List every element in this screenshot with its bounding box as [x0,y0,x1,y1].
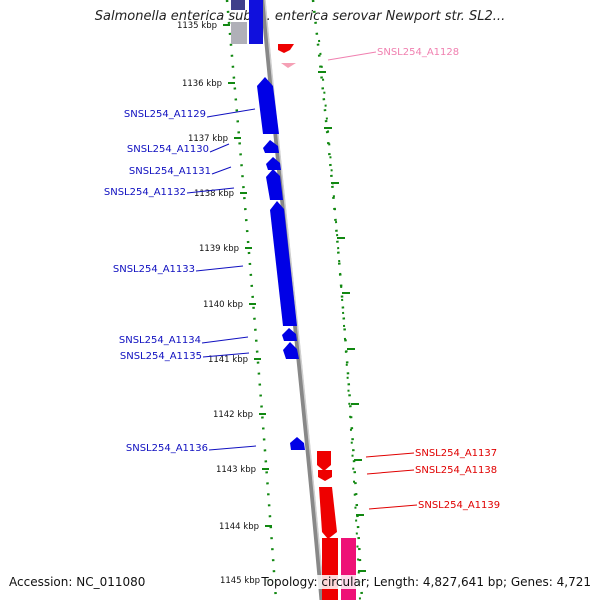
gene-labels: SNSL254_A1129 SNSL254_A1130 SNSL254_A1131 S… [104,47,500,511]
gene-partial-blue[interactable] [249,0,263,44]
right-guide-curve [311,0,364,600]
gene-SNSL254_A1129[interactable] [257,77,279,134]
tick-label: 1140 kbp [203,300,243,310]
gene-label[interactable]: SNSL254_A1133 [113,264,195,275]
gene-partial-grey[interactable] [231,22,247,44]
tick-label: 1141 kbp [208,355,248,365]
gene-label[interactable]: SNSL254_A1129 [124,109,206,120]
gene-SNSL254_A1133[interactable] [270,201,297,326]
gene-partial-magenta[interactable] [341,538,356,600]
label-leader [366,469,415,475]
gene-SNSL254_A1138[interactable] [318,470,332,481]
label-leader [368,504,418,510]
label-leader [209,143,230,153]
label-leader [365,452,415,458]
gene-SNSL254_A1132[interactable] [266,169,283,200]
tick-label: 1138 kbp [194,189,234,199]
gene-label[interactable]: SNSL254_A1137 [415,448,497,459]
gene-SNSL254_A1137[interactable] [317,451,331,471]
gene-SNSL254_A1139[interactable] [319,487,337,539]
tick-label: 1142 kbp [213,410,253,420]
genome-backbone-highlight [264,0,325,600]
label-leader [206,108,256,118]
label-leader [202,352,250,358]
gene-label[interactable]: SNSL254_A1138 [415,465,497,476]
gene-SNSL254_A1130[interactable] [263,140,279,153]
gene-partial-red[interactable] [322,538,338,600]
tick-label: 1144 kbp [219,522,259,532]
gene-SNSL254_A1134[interactable] [282,328,297,341]
label-leader [208,445,257,451]
gene-marker-pink[interactable] [281,63,296,68]
tick-label: 1139 kbp [199,244,239,254]
gene-label[interactable]: SNSL254_A1128 [377,47,459,58]
label-leader [195,265,244,272]
accession-text: Accession: NC_011080 [9,575,146,589]
label-leader [327,51,377,61]
gene-label[interactable]: SNSL254_A1134 [119,335,201,346]
left-guide-curve [225,0,278,600]
gene-label[interactable]: SNSL254_A1139 [418,500,500,511]
topology-text: Topology: circular; Length: 4,827,641 bp… [261,575,591,589]
gene-SNSL254_A1136[interactable] [290,437,305,450]
tick-label: 1143 kbp [216,465,256,475]
label-leader [186,187,235,194]
tick-label: 1136 kbp [182,79,222,89]
gene-partial-navy[interactable] [231,0,245,10]
gene-label[interactable]: SNSL254_A1132 [104,187,186,198]
tick-label: 1135 kbp [177,21,217,31]
label-leader [211,166,232,175]
kbp-ticks: 1135 kbp 1136 kbp 1137 kbp 1138 kbp 1139 kbp… [177,21,366,586]
gene-label[interactable]: SNSL254_A1135 [120,351,202,362]
tick-label: 1137 kbp [188,134,228,144]
map-title: Salmonella enterica subsp. enterica sero… [94,9,506,24]
gene-label[interactable]: SNSL254_A1131 [129,166,211,177]
gene-label[interactable]: SNSL254_A1136 [126,443,208,454]
gene-SNSL254_A1135[interactable] [283,342,299,359]
label-leader [201,336,249,344]
gene-marker-red[interactable] [278,44,294,53]
tick-label: 1145 kbp [220,576,260,586]
gene-label-leaders [186,51,418,510]
gene-label[interactable]: SNSL254_A1130 [127,144,209,155]
gene-SNSL254_A1131[interactable] [266,157,281,170]
